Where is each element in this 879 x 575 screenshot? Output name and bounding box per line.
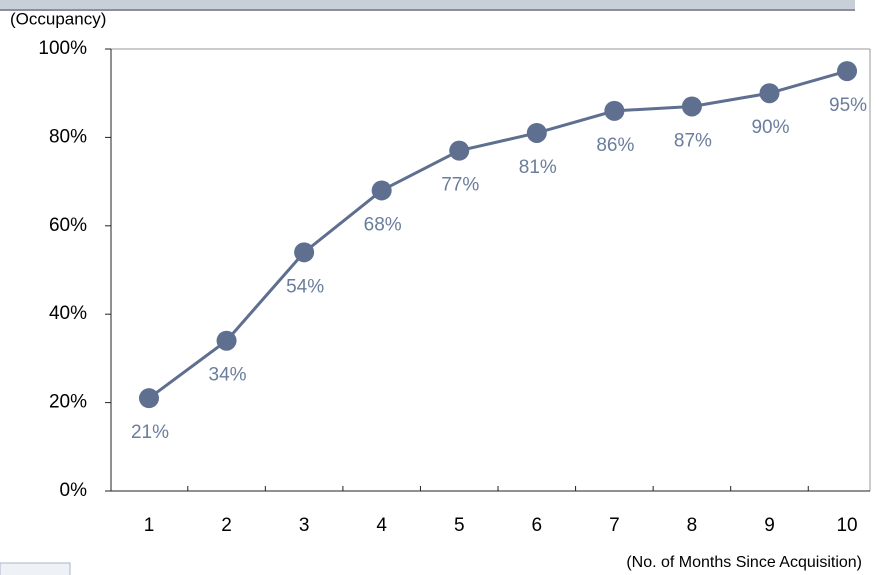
value-label: 54% bbox=[286, 276, 324, 297]
value-label: 90% bbox=[751, 117, 789, 138]
x-tick-label: 7 bbox=[609, 515, 620, 536]
top-band bbox=[0, 0, 855, 10]
value-label: 34% bbox=[209, 365, 247, 386]
marker bbox=[604, 100, 625, 121]
x-tick-label: 2 bbox=[221, 515, 232, 536]
x-tick-label: 9 bbox=[764, 515, 775, 536]
marker bbox=[139, 388, 159, 409]
y-axis-title: (Occupancy) bbox=[10, 9, 106, 28]
y-tick-label: 100% bbox=[38, 38, 87, 59]
value-label: 86% bbox=[596, 135, 634, 156]
x-tick-label: 6 bbox=[532, 515, 543, 536]
line bbox=[148, 69, 848, 400]
value-label: 87% bbox=[674, 130, 712, 151]
corner-box bbox=[0, 562, 71, 575]
value-label: 95% bbox=[829, 95, 867, 116]
value-label: 68% bbox=[364, 214, 402, 235]
x-tick-label: 8 bbox=[687, 515, 698, 536]
y-tick-label: 0% bbox=[60, 480, 88, 501]
y-tick-label: 80% bbox=[49, 126, 87, 147]
marker bbox=[294, 242, 315, 263]
marker bbox=[526, 122, 547, 143]
x-tick-label: 10 bbox=[836, 515, 857, 536]
x-axis-title: (No. of Months Since Acquisition) bbox=[626, 554, 862, 571]
value-label: 77% bbox=[441, 175, 479, 196]
x-tick-label: 1 bbox=[144, 515, 155, 536]
marker bbox=[449, 140, 470, 161]
y-tick-label: 60% bbox=[49, 215, 87, 236]
x-tick-label: 5 bbox=[454, 515, 465, 536]
marker bbox=[759, 83, 780, 104]
y-tick-label: 20% bbox=[49, 392, 87, 413]
value-label: 21% bbox=[131, 422, 169, 443]
marker bbox=[371, 180, 392, 201]
marker bbox=[681, 96, 702, 117]
x-tick-label: 3 bbox=[299, 515, 310, 536]
x-tick-label: 4 bbox=[376, 515, 387, 536]
y-tick-label: 40% bbox=[49, 303, 87, 324]
marker bbox=[216, 330, 237, 351]
marker bbox=[837, 61, 858, 82]
value-label: 81% bbox=[519, 157, 557, 178]
